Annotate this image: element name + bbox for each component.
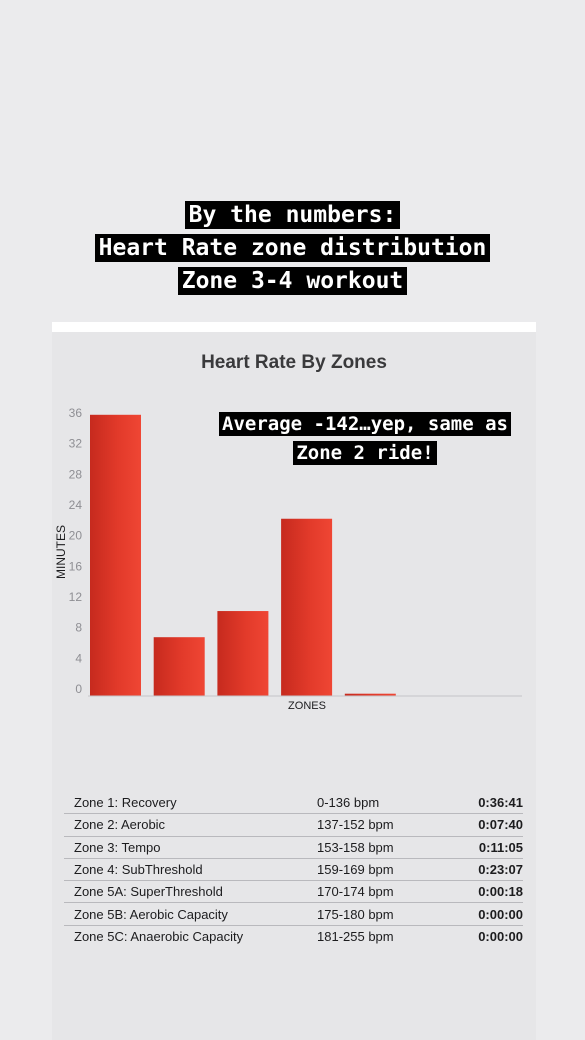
- x-axis-label: ZONES: [288, 700, 326, 712]
- table-row: Zone 5A: SuperThreshold 170-174 bpm 0:00:1…: [64, 880, 523, 904]
- y-tick-label: 4: [75, 651, 82, 665]
- bar-chart: 0 4 8 12 16 20 24 28 32 36 MINUTES ZONES: [54, 406, 522, 712]
- bar-zone-2: [153, 637, 205, 696]
- table-row: Zone 5B: Aerobic Capacity 175-180 bpm 0:00…: [64, 902, 523, 926]
- overlay-line-1: By the numbers:: [184, 201, 401, 229]
- y-tick-label: 16: [69, 559, 83, 573]
- story-overlay-title: By the numbers: Heart Rate zone distribu…: [0, 199, 585, 298]
- overlay-line-2: Heart Rate zone distribution: [94, 234, 491, 262]
- zone-duration: 0:36:41: [445, 792, 523, 815]
- zone-name: Zone 3: Tempo: [64, 836, 307, 859]
- y-axis-label: MINUTES: [54, 525, 68, 579]
- zone-duration: 0:00:00: [445, 902, 523, 926]
- bar-zone-4: [281, 518, 333, 696]
- y-tick-label: 8: [75, 621, 82, 635]
- zone-bpm-range: 175-180 bpm: [307, 902, 445, 926]
- zone-bpm-range: 0-136 bpm: [307, 792, 445, 815]
- zone-name: Zone 5A: SuperThreshold: [64, 880, 307, 904]
- table-row: Zone 3: Tempo 153-158 bpm 0:11:05: [64, 836, 523, 859]
- table-row: Zone 4: SubThreshold 159-169 bpm 0:23:07: [64, 858, 523, 882]
- y-tick-label: 20: [69, 529, 83, 543]
- y-tick-label: 28: [69, 467, 83, 481]
- y-tick-label: 12: [69, 590, 83, 604]
- zone-name: Zone 2: Aerobic: [64, 813, 307, 837]
- overlay-line-3: Zone 3-4 workout: [177, 267, 408, 295]
- zone-bpm-range: 181-255 bpm: [317, 928, 394, 944]
- annotation-line-2: Zone 2 ride!: [293, 441, 437, 465]
- y-tick-label: 32: [69, 437, 83, 451]
- y-tick-label: 0: [75, 682, 82, 696]
- zone-duration: 0:00:18: [445, 880, 523, 904]
- chart-title: Heart Rate By Zones: [201, 352, 387, 373]
- annotation-line-1: Average -142…yep, same as: [219, 412, 511, 436]
- table-row: Zone 5C: Anaerobic Capacity 181-255 bpm 0:…: [64, 925, 523, 947]
- zone-bpm-range: 159-169 bpm: [307, 858, 445, 882]
- bars: [90, 414, 396, 696]
- zone-bpm-range: 170-174 bpm: [307, 880, 445, 904]
- y-tick-label: 24: [69, 498, 83, 512]
- zone-name: Zone 5C: Anaerobic Capacity: [74, 928, 244, 944]
- zone-duration: 0:11:05: [445, 836, 523, 859]
- table-row: Zone 2: Aerobic 137-152 bpm 0:07:40: [64, 813, 523, 837]
- y-tick-label: 36: [69, 406, 83, 420]
- zone-name: Zone 4: SubThreshold: [64, 858, 307, 882]
- zone-bpm-range: 137-152 bpm: [307, 813, 445, 837]
- zone-duration: 0:23:07: [445, 858, 523, 882]
- y-axis-ticks: 0 4 8 12 16 20 24 28 32 36: [69, 406, 83, 696]
- zone-name: Zone 1: Recovery: [64, 792, 307, 815]
- average-annotation: Average -142…yep, same as Zone 2 ride!: [175, 410, 555, 468]
- bar-zone-5a: [344, 693, 396, 696]
- bar-zone-1: [90, 414, 141, 696]
- table-row: Zone 1: Recovery 0-136 bpm 0:36:41: [64, 792, 523, 815]
- zone-duration: 0:00:00: [478, 928, 523, 944]
- zone-bpm-range: 153-158 bpm: [307, 836, 445, 859]
- zone-duration: 0:07:40: [445, 813, 523, 837]
- zone-summary-table: Zone 1: Recovery 0-136 bpm 0:36:41 Zone 2: …: [64, 792, 523, 947]
- zone-name: Zone 5B: Aerobic Capacity: [64, 902, 307, 926]
- bar-zone-3: [217, 611, 269, 696]
- card-top-bar: [52, 322, 536, 332]
